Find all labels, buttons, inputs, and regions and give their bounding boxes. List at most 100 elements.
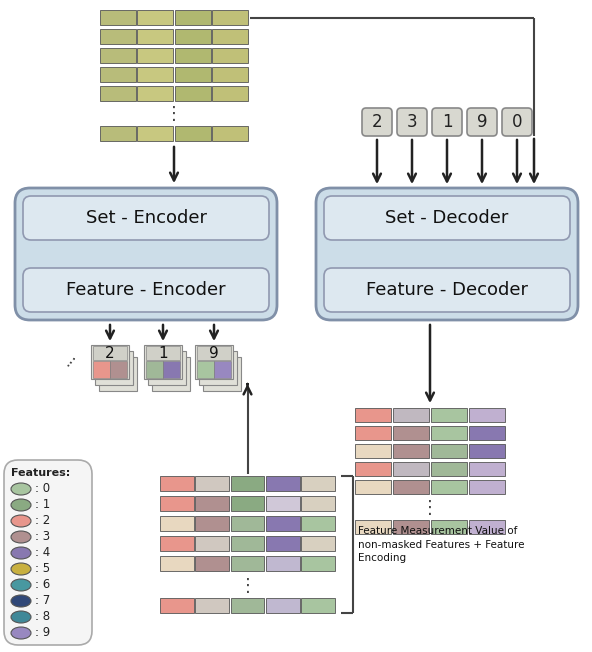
Bar	[431, 426, 467, 440]
Bar	[393, 480, 429, 494]
Bar	[137, 86, 173, 101]
Bar	[355, 408, 391, 422]
Text: Feature - Decoder: Feature - Decoder	[366, 281, 528, 299]
Bar	[214, 361, 230, 378]
Bar	[266, 536, 300, 551]
Text: 9: 9	[477, 113, 487, 131]
Bar	[195, 598, 229, 613]
Bar	[431, 462, 467, 476]
Bar	[175, 48, 211, 63]
Text: 9: 9	[209, 346, 219, 361]
Text: Set - Encoder: Set - Encoder	[85, 209, 207, 227]
Bar	[301, 536, 335, 551]
Text: 2: 2	[372, 113, 382, 131]
Bar	[469, 462, 505, 476]
Bar	[266, 556, 300, 571]
Text: : 9: : 9	[35, 627, 50, 640]
Text: 2: 2	[105, 346, 115, 361]
Bar	[301, 516, 335, 531]
Bar	[469, 426, 505, 440]
Bar	[93, 361, 110, 378]
Text: : 5: : 5	[35, 563, 50, 576]
FancyBboxPatch shape	[502, 108, 532, 136]
Bar	[195, 536, 229, 551]
Bar	[199, 351, 237, 385]
Text: Set - Decoder: Set - Decoder	[385, 209, 509, 227]
Ellipse shape	[11, 547, 31, 559]
Bar	[100, 86, 136, 101]
Bar	[212, 126, 248, 141]
FancyBboxPatch shape	[362, 108, 392, 136]
Bar	[266, 496, 300, 511]
FancyBboxPatch shape	[324, 196, 570, 240]
Text: : 8: : 8	[35, 610, 50, 623]
Bar	[355, 426, 391, 440]
Bar	[212, 48, 248, 63]
Bar	[146, 346, 180, 360]
Bar	[231, 536, 265, 551]
Bar	[266, 598, 300, 613]
FancyBboxPatch shape	[397, 108, 427, 136]
Bar	[355, 444, 391, 458]
Bar	[195, 556, 229, 571]
Bar	[231, 516, 265, 531]
Bar	[146, 361, 162, 378]
Bar	[355, 480, 391, 494]
Bar	[203, 357, 241, 391]
Bar	[100, 29, 136, 44]
Bar	[212, 10, 248, 25]
FancyBboxPatch shape	[15, 188, 277, 320]
Bar	[197, 346, 231, 360]
Text: ⋮: ⋮	[239, 577, 256, 595]
Text: : 4: : 4	[35, 546, 50, 559]
Bar	[95, 351, 133, 385]
Text: Features:: Features:	[11, 468, 70, 478]
Bar	[148, 351, 186, 385]
Ellipse shape	[11, 627, 31, 639]
Bar	[137, 67, 173, 82]
Ellipse shape	[11, 579, 31, 591]
Bar	[160, 556, 194, 571]
Ellipse shape	[11, 563, 31, 575]
Bar	[137, 126, 173, 141]
Bar	[195, 476, 229, 491]
FancyBboxPatch shape	[324, 268, 570, 312]
Text: ⋮: ⋮	[421, 499, 439, 517]
Bar	[231, 476, 265, 491]
Bar	[100, 10, 136, 25]
Bar	[355, 520, 391, 534]
Bar	[231, 496, 265, 511]
Text: 0: 0	[511, 113, 522, 131]
Bar	[99, 357, 137, 391]
Bar	[100, 48, 136, 63]
Bar	[431, 520, 467, 534]
Bar	[266, 516, 300, 531]
FancyBboxPatch shape	[23, 268, 269, 312]
Bar	[301, 476, 335, 491]
Bar	[195, 496, 229, 511]
Bar	[431, 408, 467, 422]
FancyBboxPatch shape	[4, 460, 92, 645]
Ellipse shape	[11, 483, 31, 495]
Bar	[175, 10, 211, 25]
Bar	[195, 345, 233, 379]
Text: 1: 1	[158, 346, 168, 361]
Bar	[197, 361, 214, 378]
Bar	[160, 598, 194, 613]
Bar	[301, 598, 335, 613]
Text: : 0: : 0	[35, 482, 50, 496]
Bar	[393, 426, 429, 440]
Bar	[175, 86, 211, 101]
Bar	[91, 345, 129, 379]
Text: ···: ···	[62, 351, 82, 372]
Bar	[469, 444, 505, 458]
Bar	[301, 496, 335, 511]
Bar	[110, 361, 127, 378]
Bar	[231, 556, 265, 571]
Bar	[137, 48, 173, 63]
Bar	[160, 536, 194, 551]
Bar	[212, 67, 248, 82]
Bar	[469, 520, 505, 534]
FancyBboxPatch shape	[316, 188, 578, 320]
Bar	[266, 476, 300, 491]
